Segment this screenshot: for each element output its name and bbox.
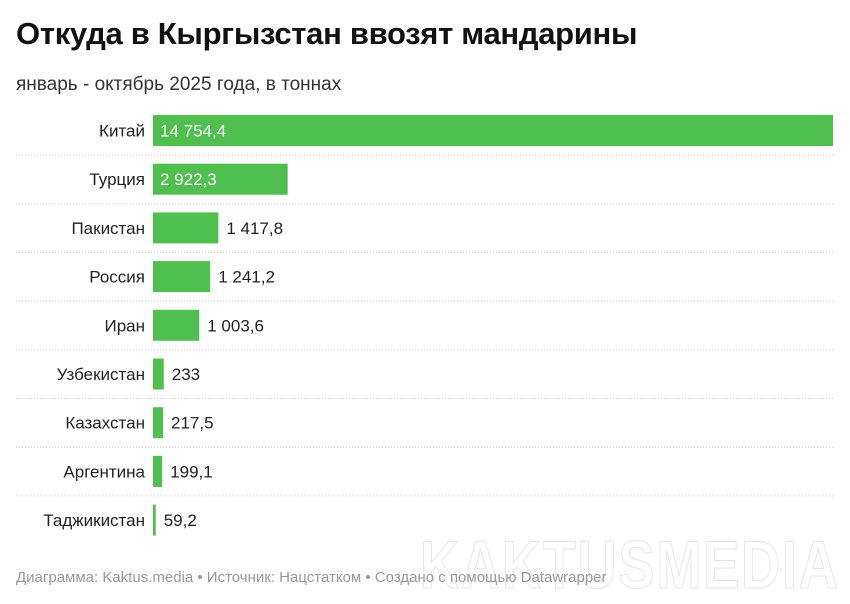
value-label: 14 754,4: [160, 122, 226, 141]
bar: [153, 309, 200, 341]
category-label: Иран: [104, 316, 145, 335]
chart-footer: Диаграмма: Kaktus.media • Источник: Нацс…: [16, 569, 607, 586]
bar: [153, 455, 163, 487]
bar: [153, 115, 833, 146]
bar: [153, 358, 164, 390]
category-label: Казахстан: [65, 414, 145, 433]
bar: [153, 261, 211, 293]
category-label: Турция: [89, 170, 145, 189]
watermark-logo: KAKTUSMEDIA: [420, 527, 840, 604]
category-label: Аргентина: [63, 462, 145, 481]
category-label: Таджикистан: [43, 511, 145, 530]
value-label: 199,1: [170, 462, 213, 481]
value-label: 1 241,2: [218, 268, 275, 287]
value-label: 2 922,3: [160, 170, 217, 189]
value-label: 1 003,6: [207, 316, 264, 335]
category-label: Китай: [99, 122, 145, 141]
bar: [153, 212, 219, 244]
category-label: Россия: [89, 268, 145, 287]
value-label: 217,5: [171, 414, 214, 433]
chart-title: Откуда в Кыргызстан ввозят мандарины: [16, 16, 638, 51]
category-label: Узбекистан: [57, 365, 145, 384]
value-label: 59,2: [164, 511, 197, 530]
category-label: Пакистан: [71, 219, 145, 238]
value-label: 1 417,8: [226, 219, 283, 238]
bar: [153, 163, 288, 195]
bar: [153, 407, 164, 439]
value-label: 233: [172, 365, 200, 384]
bar: [153, 504, 156, 536]
chart-subtitle: январь - октябрь 2025 года, в тоннах: [16, 74, 342, 95]
